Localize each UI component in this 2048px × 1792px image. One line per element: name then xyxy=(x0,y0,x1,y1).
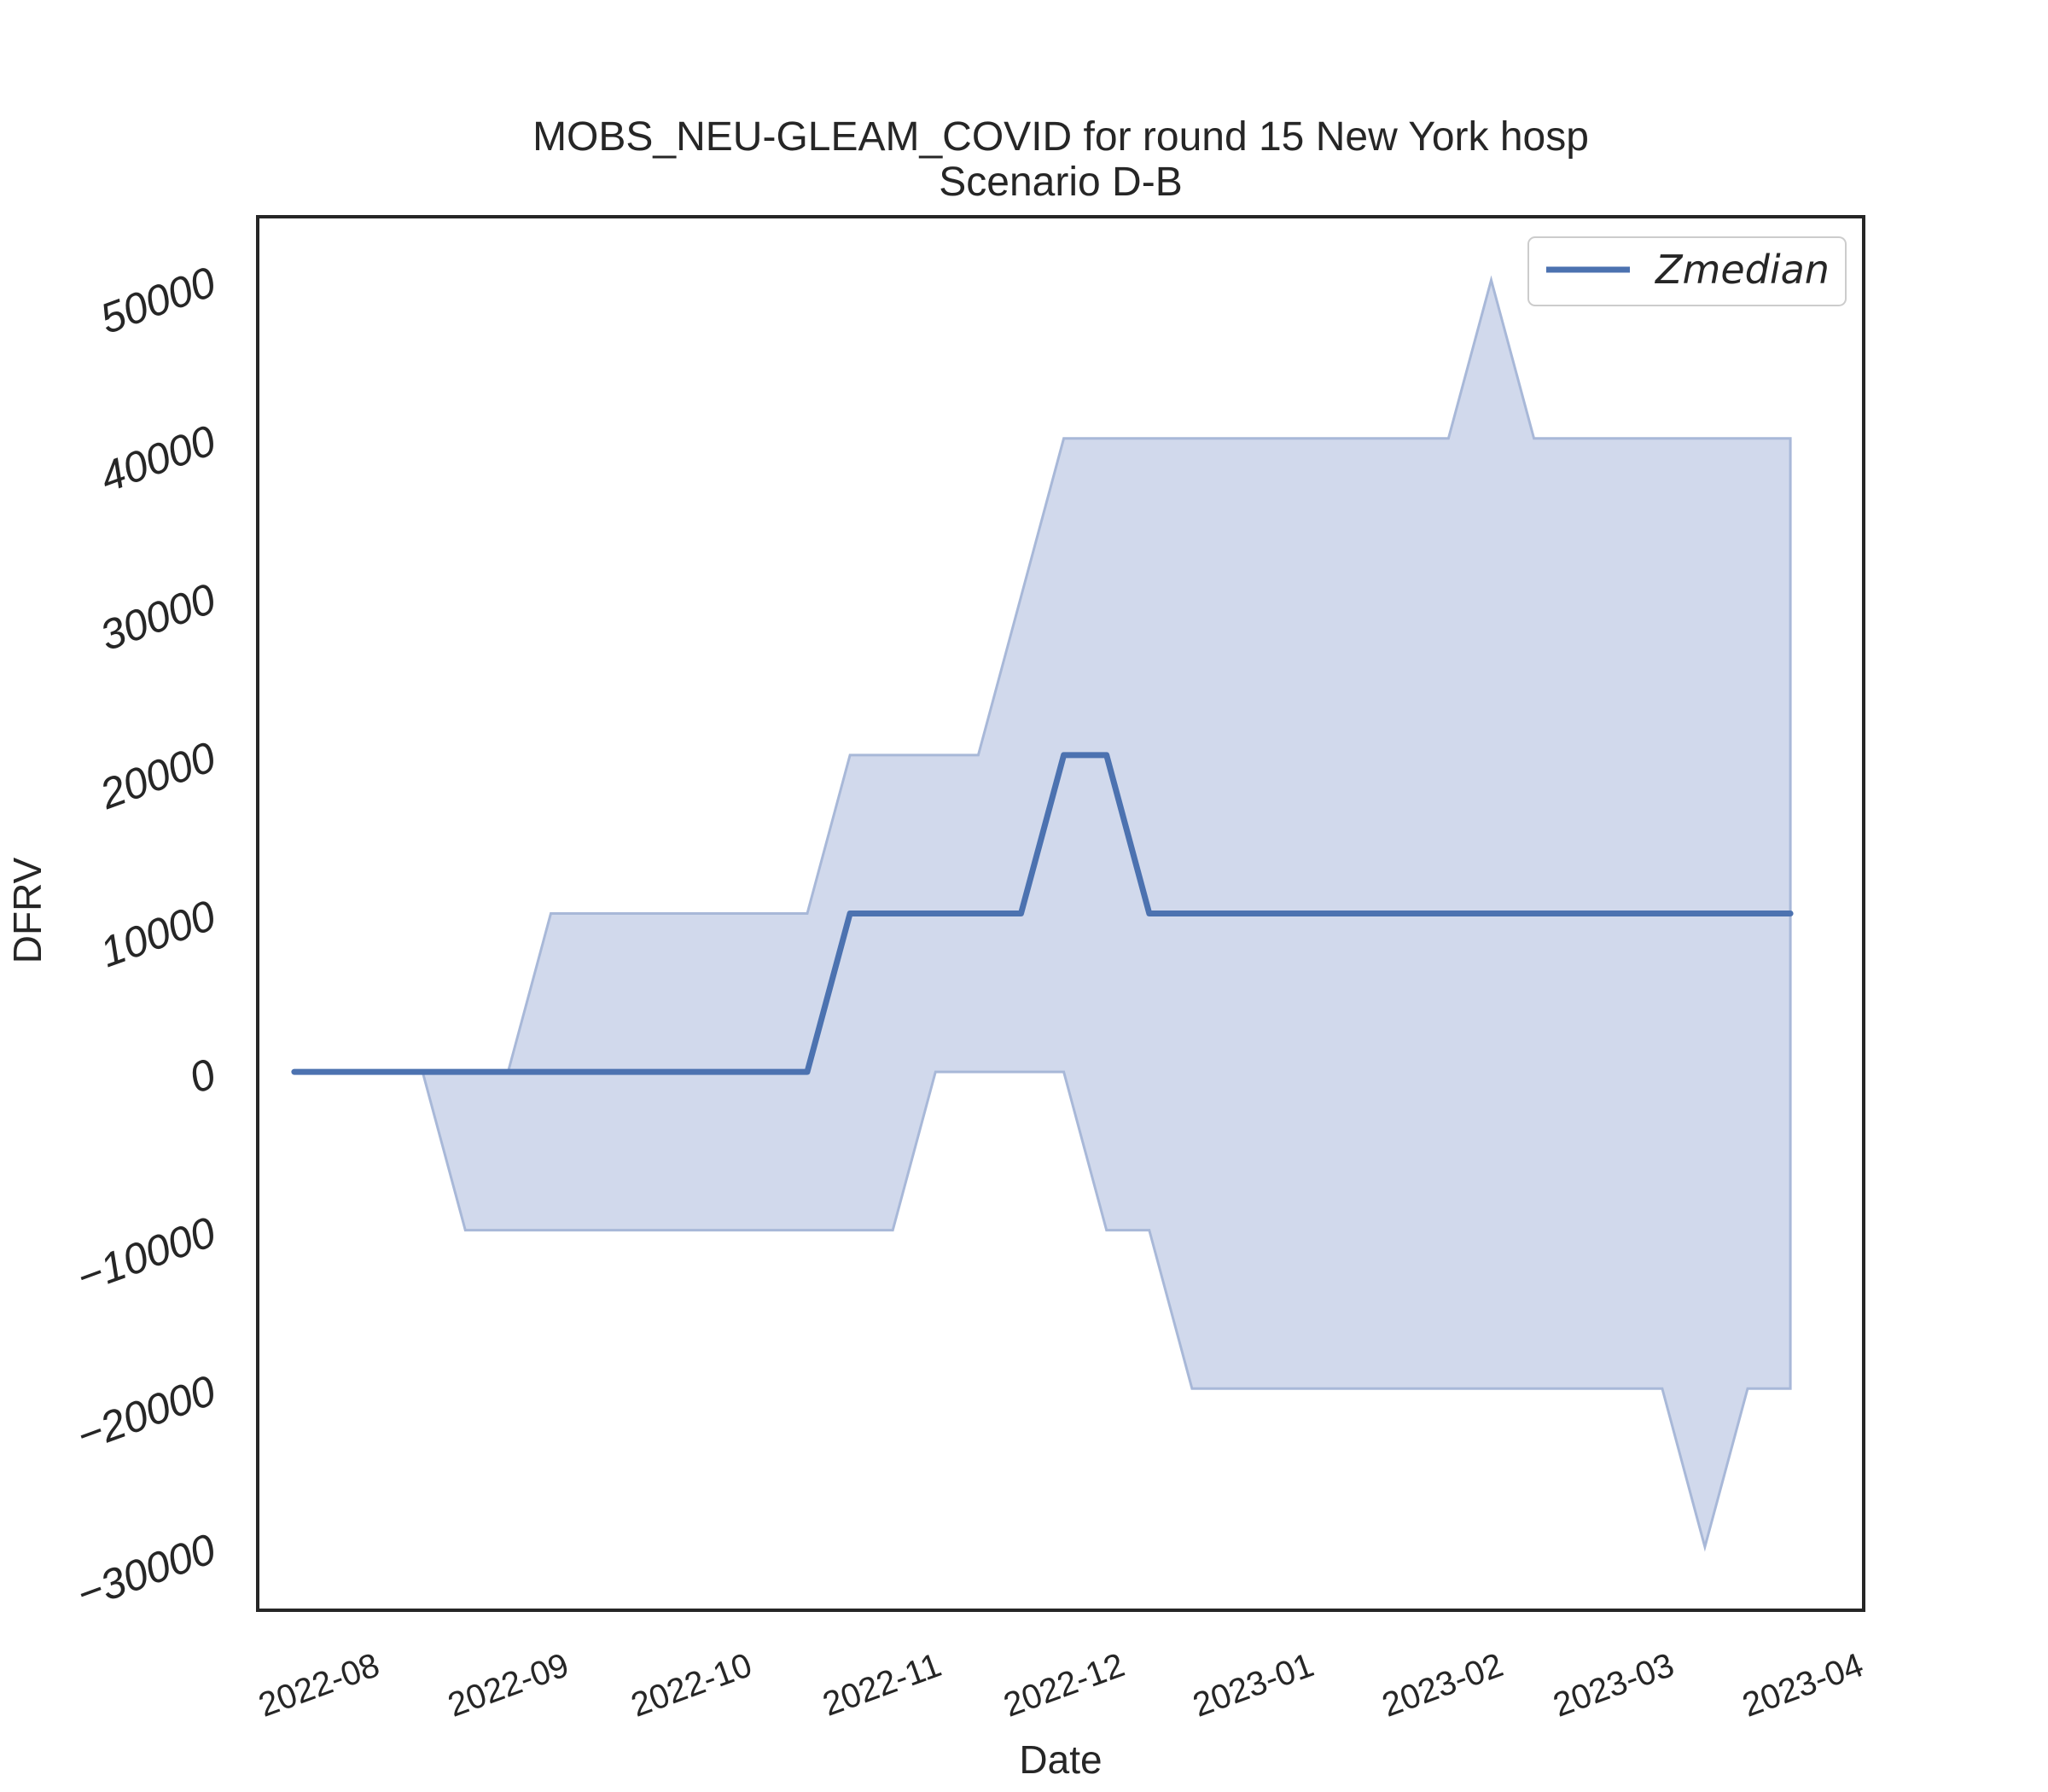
y-tick-label: 10000 xyxy=(94,891,222,976)
x-tick-label: 2023-04 xyxy=(1737,1646,1868,1725)
y-tick-label: 50000 xyxy=(94,258,222,343)
x-axis-label: Date xyxy=(1019,1737,1102,1782)
y-tick-label: 30000 xyxy=(94,574,222,660)
x-tick-label: 2022-12 xyxy=(998,1646,1129,1725)
x-tick-label: 2022-10 xyxy=(626,1646,757,1725)
y-tick-label: −30000 xyxy=(71,1524,222,1618)
y-tick-label: −20000 xyxy=(71,1366,222,1460)
plot-frame xyxy=(256,215,1865,1612)
chart-subtitle: Scenario D-B xyxy=(939,160,1182,205)
x-tick-label: 2022-08 xyxy=(253,1646,384,1725)
x-tick-label: 2023-03 xyxy=(1548,1646,1679,1725)
legend-box xyxy=(1527,236,1847,306)
x-tick-label: 2022-09 xyxy=(443,1646,573,1725)
legend: Zmedian xyxy=(1527,236,1847,306)
x-tick-label: 2023-01 xyxy=(1188,1646,1318,1725)
y-axis-label: DFRV xyxy=(5,857,49,963)
x-tick-label: 2022-11 xyxy=(818,1646,946,1724)
legend-label: Zmedian xyxy=(1654,247,1830,293)
x-tick-label: 2023-02 xyxy=(1377,1646,1508,1725)
y-tick-label: 40000 xyxy=(94,416,222,501)
y-tick-label: 20000 xyxy=(93,733,222,819)
y-tick-label: 0 xyxy=(183,1050,221,1103)
series-line-zmedian xyxy=(291,752,1794,1075)
y-tick-label: −10000 xyxy=(71,1207,222,1301)
plot-area: −30000 −20000 −10000 0 10000 20000 30000 40000 5… xyxy=(71,215,1868,1725)
chart-title: MOBS_NEU-GLEAM_COVID for round 15 New Yo… xyxy=(532,114,1589,160)
